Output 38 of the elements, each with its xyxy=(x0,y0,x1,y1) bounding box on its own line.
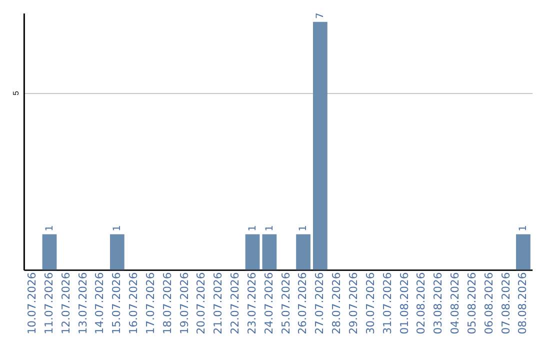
data-label: 7 xyxy=(315,12,326,19)
x-tick-label: 24.07.2026 xyxy=(262,272,276,334)
x-tick-label: 04.08.2026 xyxy=(448,272,462,334)
x-tick-label: 14.07.2026 xyxy=(93,272,106,334)
x-tick-label: 17.07.2026 xyxy=(144,272,157,334)
x-tick-label: 02.08.2026 xyxy=(414,272,428,334)
x-tick-label: 27.07.2026 xyxy=(313,272,326,334)
x-tick-label: 29.07.2026 xyxy=(346,272,360,334)
data-label: 1 xyxy=(298,225,310,232)
x-tick-label: 05.08.2026 xyxy=(465,272,478,334)
y-tick-label: 5 xyxy=(11,90,20,96)
x-tick-label: 25.07.2026 xyxy=(279,272,292,334)
data-label: 1 xyxy=(264,225,276,232)
x-tick-label: 20.07.2026 xyxy=(194,272,208,334)
data-label: 1 xyxy=(518,225,530,232)
x-tick-label: 26.07.2026 xyxy=(296,272,310,334)
x-tick-label: 23.07.2026 xyxy=(245,272,258,334)
x-tick-label: 06.08.2026 xyxy=(482,272,496,334)
x-tick-label: 22.07.2026 xyxy=(228,272,242,334)
x-tick-label: 30.07.2026 xyxy=(364,272,377,334)
x-tick-label: 11.07.2026 xyxy=(42,272,56,334)
x-tick-label: 21.07.2026 xyxy=(212,272,225,334)
x-tick-label: 08.08.2026 xyxy=(516,272,530,334)
x-tick-label: 03.08.2026 xyxy=(432,272,445,334)
x-tick-label: 31.07.2026 xyxy=(380,272,394,334)
x-tick-label: 12.07.2026 xyxy=(59,272,72,334)
data-label: 1 xyxy=(247,225,258,232)
x-tick-label: 15.07.2026 xyxy=(110,272,124,334)
x-tick-label: 16.07.2026 xyxy=(127,272,140,334)
data-label: 1 xyxy=(112,225,124,232)
x-tick-label: 18.07.2026 xyxy=(160,272,174,334)
x-tick-label: 01.08.2026 xyxy=(398,272,411,334)
x-tick-label: 10.07.2026 xyxy=(26,272,39,334)
data-label: 1 xyxy=(44,225,56,232)
x-tick-label: 19.07.2026 xyxy=(178,272,191,334)
x-tick-label: 07.08.2026 xyxy=(499,272,512,334)
x-tick-label: 28.07.2026 xyxy=(330,272,344,334)
x-tick-label: 13.07.2026 xyxy=(76,272,90,334)
